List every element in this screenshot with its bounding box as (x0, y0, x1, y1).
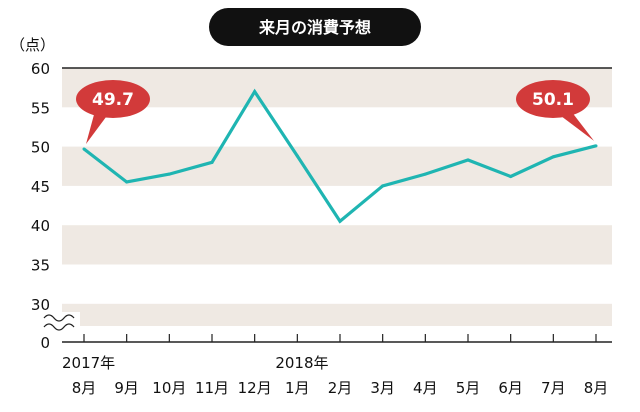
y-tick-label: 30 (31, 296, 50, 314)
data-point (253, 90, 257, 94)
chart-title-background (209, 8, 421, 46)
x-tick-label: 8月 (584, 379, 609, 397)
y-tick-label: 35 (31, 257, 50, 275)
series-line (82, 88, 598, 224)
x-axis-labels: 8月 9月 10月 11月 12月 1月 2月 3月 4月 5月 6月 7月 8月 2017年 2018年 (62, 354, 608, 397)
y-tick-label: 40 (31, 217, 50, 235)
callout-bubble (76, 80, 150, 118)
y-tick-label: 50 (31, 139, 50, 157)
callout-label: 50.1 (532, 90, 574, 110)
value-callouts: 49.7 50.1 (76, 80, 594, 144)
plot-bands (62, 68, 612, 326)
x-tick-label: 9月 (114, 379, 139, 397)
x-tick-label: 2月 (328, 379, 353, 397)
x-tick-label: 8月 (72, 379, 97, 397)
axis-break-line (43, 314, 75, 322)
chart-title: 来月の消費予想 (209, 8, 421, 46)
x-year-label: 2018年 (275, 354, 328, 372)
y-axis-ticks: 0 30 35 40 45 50 55 60 (31, 60, 50, 352)
x-tick-label: 6月 (498, 379, 523, 397)
data-point (125, 180, 129, 184)
y-axis-unit-label: （点） (10, 36, 55, 54)
value-callout: 50.1 (516, 80, 594, 141)
data-point (381, 184, 385, 188)
value-callout: 49.7 (76, 80, 150, 144)
callout-bubble (516, 80, 590, 118)
data-point (82, 147, 86, 151)
plot-band (62, 146, 612, 186)
y-tick-label: 0 (40, 334, 50, 352)
chart-title-text: 来月の消費予想 (258, 18, 371, 37)
x-tick-label: 1月 (285, 379, 310, 397)
plot-band (62, 303, 612, 326)
data-point (338, 219, 342, 223)
data-point (551, 155, 555, 159)
callout-tail (557, 111, 594, 141)
y-tick-label: 55 (31, 99, 50, 117)
callout-label: 49.7 (92, 90, 134, 110)
x-tick-label: 7月 (541, 379, 566, 397)
axis-break-gap (42, 312, 80, 334)
data-point (210, 160, 214, 164)
y-tick-label: 60 (31, 60, 50, 78)
axis-break-line (43, 323, 75, 331)
data-point (423, 172, 427, 176)
x-tick-label: 5月 (456, 379, 481, 397)
data-point (466, 158, 470, 162)
axis-break-icon (42, 312, 80, 334)
x-tick-label: 11月 (195, 379, 229, 397)
data-point (295, 154, 299, 158)
x-tick-label: 4月 (413, 379, 438, 397)
data-point (594, 144, 598, 148)
x-tick-label: 3月 (370, 379, 395, 397)
x-axis (62, 334, 612, 343)
y-tick-label: 45 (31, 178, 50, 196)
callout-tail (86, 111, 109, 144)
plot-band (62, 225, 612, 265)
data-point (509, 174, 513, 178)
data-point (167, 172, 171, 176)
x-tick-label: 10月 (152, 379, 186, 397)
x-tick-label: 12月 (238, 379, 272, 397)
x-year-label: 2017年 (62, 354, 115, 372)
